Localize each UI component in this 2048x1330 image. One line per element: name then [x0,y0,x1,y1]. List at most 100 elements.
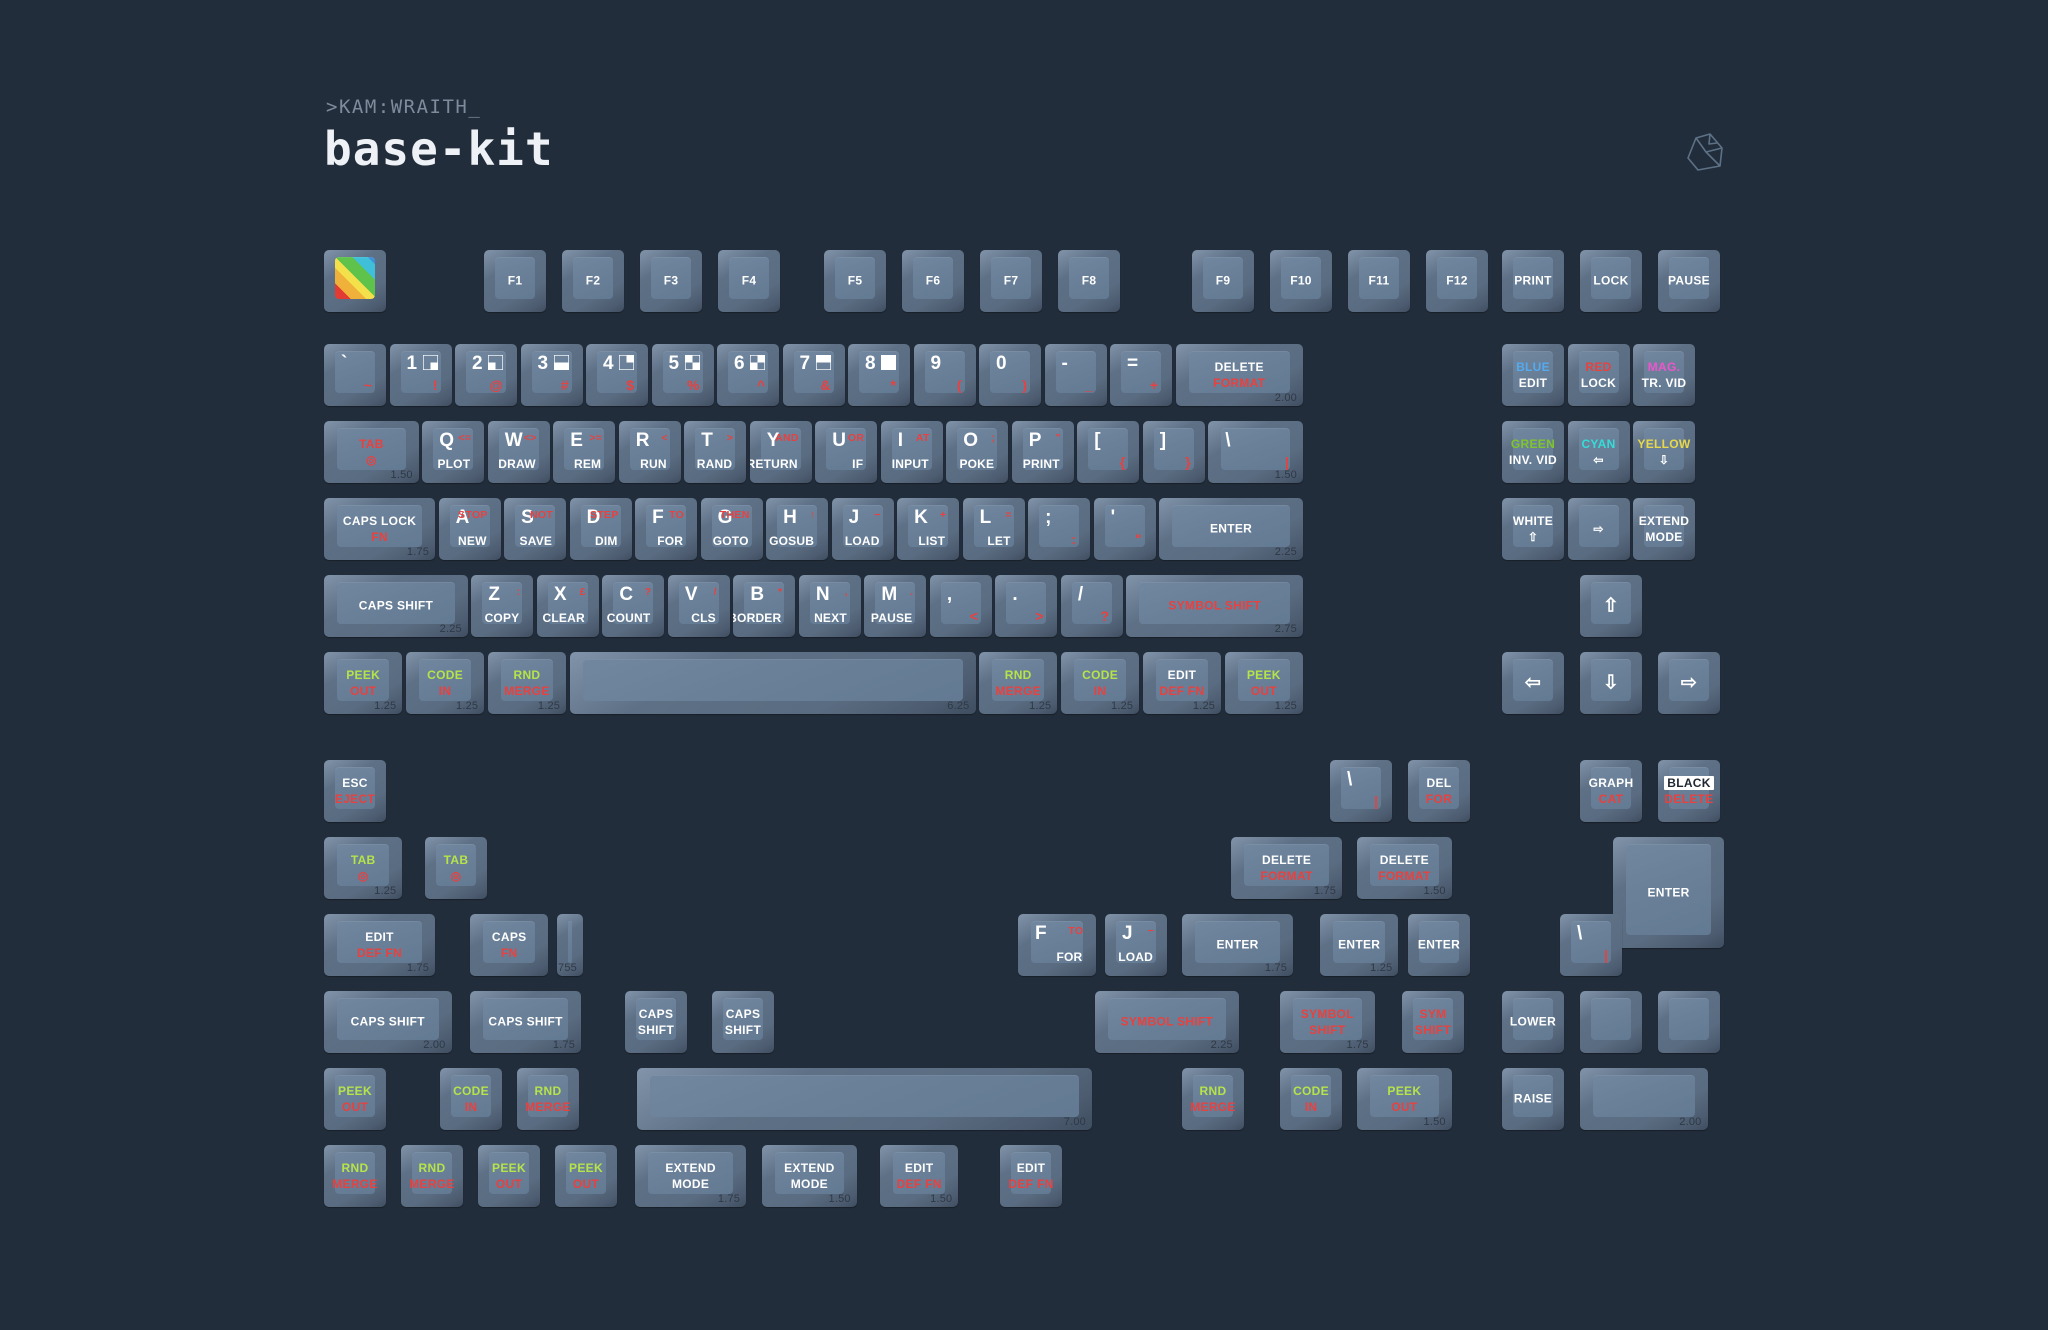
keycap-left-arrow[interactable]: ⇦ [1502,652,1564,714]
keycap-backslash-pipe[interactable]: \ | [1330,760,1392,822]
keycap-f11[interactable]: F11 [1348,250,1410,312]
keycap-extend-mode-175[interactable]: EXTEND MODE 1.75 [635,1145,747,1207]
keycap-graph-cat[interactable]: GRAPH CAT [1580,760,1642,822]
keycap-code-in-x[interactable]: CODE IN [440,1068,502,1130]
keycap-rnd-merge-x2[interactable]: RND MERGE [1182,1068,1244,1130]
keycap-f1[interactable]: F1 [484,250,546,312]
keycap-enter-125[interactable]: ENTER 1.25 [1320,914,1399,976]
keycap-equal[interactable]: = + [1110,344,1172,406]
keycap-peek-out-r[interactable]: PEEK OUT 1.25 [1224,652,1303,714]
keycap-rnd-merge-r[interactable]: RND MERGE 1.25 [979,652,1058,714]
keycap-eight[interactable]: 8 * [848,344,910,406]
keycap-up-arrow[interactable]: ⇧ [1580,575,1642,637]
keycap-caps-fn[interactable]: CAPS FN [470,914,549,976]
keycap-tab[interactable]: TAB ◎ 1.50 [324,421,419,483]
keycap-code-in-l[interactable]: CODE IN 1.25 [405,652,485,714]
keycap-enter-100[interactable]: ENTER [1408,914,1470,976]
keycap-code-in-r[interactable]: CODE IN 1.25 [1060,652,1140,714]
keycap-f4[interactable]: F4 [718,250,780,312]
keycap-symbol-shift-225[interactable]: SYMBOL SHIFT 2.25 [1095,991,1239,1053]
keycap-r[interactable]: R < RUN [618,421,681,483]
keycap-spacebar-700[interactable]: 7.00 [637,1068,1092,1130]
keycap-w[interactable]: W <> DRAW [487,421,550,483]
keycap-grave[interactable]: ` ~ [324,344,386,406]
keycap-u[interactable]: U OR IF [815,421,878,483]
keycap-rnd-merge-x[interactable]: RND MERGE [517,1068,579,1130]
keycap-f6[interactable]: F6 [902,250,964,312]
keycap-edit-def-fn-175[interactable]: EDIT DEF FN 1.75 [324,914,436,976]
keycap-sym-shift-125[interactable]: SYM SHIFT [1402,991,1464,1053]
keycap-enter-extra[interactable]: ENTER [1613,837,1725,949]
keycap-lower[interactable]: LOWER [1502,991,1564,1053]
keycap-k[interactable]: K + LIST [897,498,960,560]
keycap-delete-format-175[interactable]: DELETE FORMAT 1.75 [1231,837,1343,899]
keycap-n[interactable]: N, NEXT [798,575,861,637]
keycap-seven[interactable]: 7 & [782,344,845,406]
keycap-f5[interactable]: F5 [824,250,886,312]
keycap-green-inv-vid[interactable]: GREEN INV. VID [1502,421,1564,483]
keycap-edit-def-fn-b2[interactable]: EDIT DEF FN [1000,1145,1062,1207]
keycap-f8[interactable]: F8 [1058,250,1120,312]
keycap-caps-shift-left[interactable]: CAPS SHIFT 2.25 [324,575,468,637]
keycap-o[interactable]: O; POKE [946,421,1009,483]
keycap-f10[interactable]: F10 [1270,250,1332,312]
keycap-del-for[interactable]: DEL FOR [1408,760,1470,822]
keycap-extend-mode-150[interactable]: EXTEND MODE 1.50 [762,1145,857,1207]
keycap-j[interactable]: J − LOAD [831,498,894,560]
keycap-f12[interactable]: F12 [1426,250,1488,312]
keycap-five[interactable]: 5% [651,344,714,406]
keycap-b[interactable]: B * BORDER [733,575,796,637]
keycap-g[interactable]: G THEN GOTO [700,498,763,560]
keycap-rbracket[interactable]: ]} [1142,421,1205,483]
keycap-f9[interactable]: F9 [1192,250,1254,312]
keycap-h[interactable]: H ↑ GOSUB [766,498,829,560]
keycap-one[interactable]: 1! [389,344,452,406]
keycap-code-in-x2[interactable]: CODE IN [1280,1068,1342,1130]
keycap-s[interactable]: S NOT SAVE [504,498,567,560]
keycap-rnd-merge-l[interactable]: RND MERGE 1.25 [487,652,567,714]
keycap-caps-shift-175[interactable]: CAPS SHIFT 1.75 [470,991,582,1053]
keycap-red-lock[interactable]: RED LOCK [1567,344,1630,406]
keycap-peek-out-l[interactable]: PEEK OUT 1.25 [324,652,403,714]
keycap-e[interactable]: E >= REM [553,421,616,483]
keycap-spacebar[interactable]: 6.25 [569,652,976,714]
keycap-backslash[interactable]: \ | 1.50 [1208,421,1303,483]
keycap-y[interactable]: Y AND RETURN [749,421,812,483]
keycap-backslash-extra[interactable]: \ | [1560,914,1622,976]
keycap-peek-out-x[interactable]: PEEK OUT [324,1068,386,1130]
keycap-nine[interactable]: 9( [913,344,976,406]
keycap-slash[interactable]: /? [1060,575,1123,637]
keycap-x[interactable]: X £ CLEAR [536,575,599,637]
keycap-delete-format-150[interactable]: DELETE FORMAT 1.50 [1357,837,1452,899]
keycap-cyan-left[interactable]: CYAN ⇦ [1567,421,1630,483]
keycap-peek-out-b1[interactable]: PEEK OUT [478,1145,540,1207]
keycap-f3[interactable]: F3 [640,250,702,312]
keycap-caps-lock[interactable]: CAPS LOCK FN 1.75 [324,498,436,560]
keycap-black-delete[interactable]: BLACK DELETE [1658,760,1720,822]
keycap-three[interactable]: 3 # [520,344,583,406]
keycap-right-arrow[interactable]: ⇨ [1567,498,1630,560]
keycap-symbol-shift-right[interactable]: SYMBOL SHIFT 2.75 [1126,575,1303,637]
keycap-minus[interactable]: - _ [1044,344,1107,406]
keycap-p[interactable]: P " PRINT [1011,421,1074,483]
keycap-edit-def-fn-b1[interactable]: EDIT DEF FN 1.50 [880,1145,959,1207]
keycap-l[interactable]: L = LET [962,498,1025,560]
keycap-down-arrow[interactable]: ⇩ [1580,652,1642,714]
keycap-four[interactable]: 4 $ [586,344,648,406]
keycap-edit-def-fn-r[interactable]: EDIT DEF FN 1.25 [1142,652,1222,714]
keycap-v[interactable]: V / CLS [667,575,730,637]
keycap-i[interactable]: I AT INPUT [880,421,943,483]
keycap-t[interactable]: T > RAND [684,421,747,483]
keycap-zero[interactable]: 0) [979,344,1041,406]
keycap-d[interactable]: D STEP DIM [569,498,632,560]
keycap-blue-edit[interactable]: BLUE EDIT [1502,344,1564,406]
keycap-quote[interactable]: ' " [1093,498,1156,560]
keycap-c[interactable]: C? COUNT [602,575,665,637]
keycap-right-arrow-nav[interactable]: ⇨ [1658,652,1720,714]
keycap-caps-shift-100[interactable]: CAPS SHIFT [712,991,774,1053]
keycap-f2[interactable]: F2 [562,250,624,312]
keycap-blank-b[interactable] [1658,991,1720,1053]
keycap-delete[interactable]: DELETE FORMAT 2.00 [1175,344,1303,406]
keycap-f[interactable]: F TO FOR [635,498,698,560]
keycap-six[interactable]: 6 ^ [717,344,779,406]
